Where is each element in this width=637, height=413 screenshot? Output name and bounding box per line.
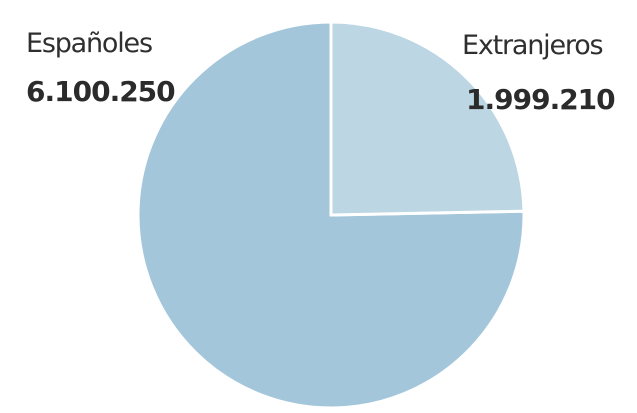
slice-label-extranjeros: Extranjeros — [462, 30, 604, 61]
pie-slice-extranjeros — [329, 20, 526, 217]
pie-slices — [136, 20, 526, 410]
slice-value-extranjeros: 1.999.210 — [466, 83, 616, 116]
slice-value-espanoles: 6.100.250 — [26, 75, 176, 108]
slice-label-espanoles: Españoles — [26, 28, 153, 59]
